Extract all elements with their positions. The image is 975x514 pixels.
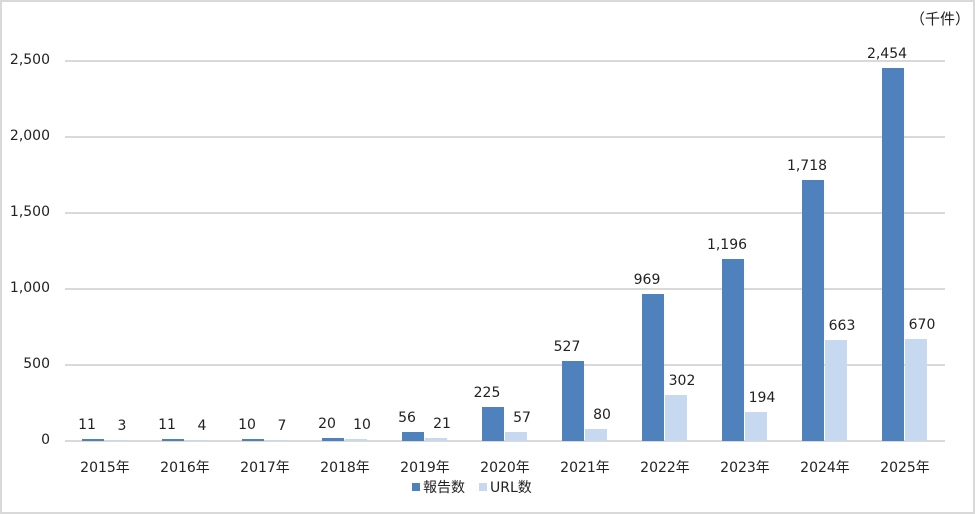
x-tick-label: 2015年 [80, 460, 130, 476]
gridline [65, 364, 945, 366]
bar-urls [105, 440, 127, 441]
data-label: 21 [433, 415, 451, 432]
data-label: 10 [238, 417, 256, 434]
x-tick-label: 2016年 [160, 460, 210, 476]
data-label: 7 [277, 417, 287, 434]
y-tick-label: 2,500 [9, 52, 50, 68]
bar-reports [802, 179, 824, 441]
bar-urls [425, 437, 447, 441]
bar-reports [482, 406, 504, 441]
data-label: 302 [668, 373, 696, 390]
legend-swatch-urls [479, 483, 487, 491]
bar-urls [665, 395, 687, 441]
legend: 報告数 URL数 [412, 477, 540, 497]
bar-reports [562, 360, 584, 441]
bar-reports [162, 439, 184, 441]
y-tick-label: 0 [41, 432, 50, 448]
x-tick-label: 2020年 [480, 460, 530, 476]
x-tick-label: 2024年 [800, 460, 850, 476]
y-tick-label: 1,000 [9, 280, 50, 296]
data-label: 1,196 [706, 237, 748, 254]
data-label: 670 [908, 317, 936, 334]
x-tick-label: 2019年 [400, 460, 450, 476]
bar-urls [265, 439, 287, 441]
data-label: 527 [553, 338, 581, 355]
gridline [65, 136, 945, 138]
data-label: 663 [828, 318, 856, 335]
y-tick-label: 1,500 [9, 204, 50, 220]
legend-label-urls: URL数 [490, 480, 532, 496]
data-label: 20 [318, 415, 336, 432]
data-label: 80 [593, 406, 611, 423]
data-label: 194 [748, 389, 776, 406]
x-tick-label: 2018年 [320, 460, 370, 476]
data-label: 3 [117, 418, 127, 434]
legend-item-urls: URL数 [479, 477, 532, 497]
bar-reports [722, 259, 744, 441]
data-label: 2,454 [866, 45, 908, 62]
x-tick-label: 2017年 [240, 460, 290, 476]
x-tick-label: 2022年 [640, 460, 690, 476]
data-label: 225 [473, 384, 501, 401]
bar-urls [745, 411, 767, 441]
bar-urls [905, 339, 927, 441]
unit-label: （千件） [910, 10, 971, 28]
y-tick-label: 500 [23, 356, 50, 372]
data-label: 57 [513, 410, 531, 427]
bar-reports [242, 439, 264, 441]
bar-urls [825, 340, 847, 441]
bar-reports [322, 437, 344, 441]
gridline [65, 440, 945, 442]
data-label: 11 [78, 417, 96, 434]
legend-swatch-reports [412, 483, 420, 491]
data-label: 10 [353, 417, 371, 434]
data-label: 4 [197, 418, 207, 434]
legend-item-reports: 報告数 [412, 477, 465, 497]
data-label: 1,718 [786, 157, 828, 174]
data-label: 56 [398, 410, 416, 427]
x-tick-label: 2025年 [880, 460, 930, 476]
gridline [65, 60, 945, 62]
x-tick-label: 2023年 [720, 460, 770, 476]
bar-reports [402, 432, 424, 441]
x-tick-label: 2021年 [560, 460, 610, 476]
bar-urls [345, 439, 367, 441]
bar-reports [882, 67, 904, 441]
gridline [65, 288, 945, 290]
data-label: 11 [158, 417, 176, 434]
bar-urls [585, 428, 607, 441]
data-label: 969 [633, 271, 661, 288]
bar-urls [505, 432, 527, 441]
y-tick-label: 2,000 [9, 128, 50, 144]
bar-urls [185, 440, 207, 441]
bar-reports [642, 293, 664, 441]
legend-label-reports: 報告数 [423, 480, 465, 496]
gridline [65, 212, 945, 214]
bar-reports [82, 439, 104, 441]
